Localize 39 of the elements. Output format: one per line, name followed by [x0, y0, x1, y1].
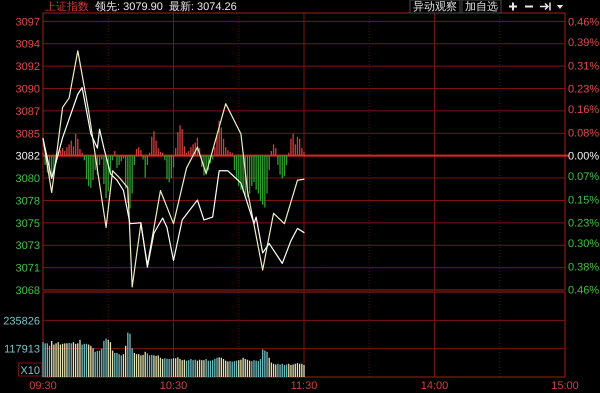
y2-tick-label: 0.07% — [568, 171, 600, 184]
y-tick-label: 3073 — [16, 240, 40, 252]
y-tick-label: 3097 — [16, 16, 40, 28]
y-tick-label: 3082 — [16, 150, 40, 163]
y2-tick-label: 0.08% — [568, 127, 600, 140]
x-tick-label: 10:30 — [160, 380, 188, 392]
annotation: 异动观察 — [413, 0, 457, 13]
y2-tick-label: 0.38% — [568, 261, 600, 274]
x-tick-label: 15:00 — [551, 380, 579, 392]
annotation: 领先: 3079.90 — [95, 0, 163, 13]
y2-tick-label: 0.46% — [568, 16, 600, 29]
y-tick-label: 3078 — [16, 195, 40, 208]
y-tick-label: 3094 — [16, 38, 40, 51]
y2-tick-label: 0.30% — [568, 238, 600, 250]
annotation: 加自选 — [465, 0, 498, 13]
x-tick-label: 14:00 — [420, 380, 448, 392]
y2-tick-label: 0.31% — [568, 60, 600, 72]
y2-tick-label: 0.16% — [568, 104, 600, 116]
y-tick-label: 3090 — [16, 83, 40, 96]
y-tick-label: 235826 — [3, 315, 40, 328]
y-tick-label: 3075 — [16, 218, 40, 230]
y-tick-label: 3087 — [16, 106, 40, 118]
y-tick-label: 3080 — [16, 173, 40, 186]
y2-tick-label: 0.23% — [568, 84, 600, 96]
y2-tick-label: 0.46% — [568, 284, 600, 297]
y2-tick-label: 0.15% — [568, 194, 600, 206]
x-tick-label: 09:30 — [29, 380, 57, 392]
y-tick-label: 3085 — [16, 128, 40, 140]
y2-tick-label: 0.00% — [568, 150, 600, 163]
y-tick-label: 117913 — [4, 344, 40, 356]
y-tick-label: 3071 — [16, 262, 40, 275]
y2-tick-label: 0.23% — [568, 218, 600, 230]
y-tick-label: 3068 — [16, 285, 40, 297]
chart-title: 上证指数 — [45, 0, 89, 13]
y-tick-label: 3092 — [16, 61, 40, 74]
y2-tick-label: 0.39% — [568, 37, 600, 50]
annotation: 最新: 3074.26 — [168, 0, 237, 13]
x-tick-label: 11:30 — [290, 380, 318, 392]
text: X10 — [20, 365, 40, 377]
